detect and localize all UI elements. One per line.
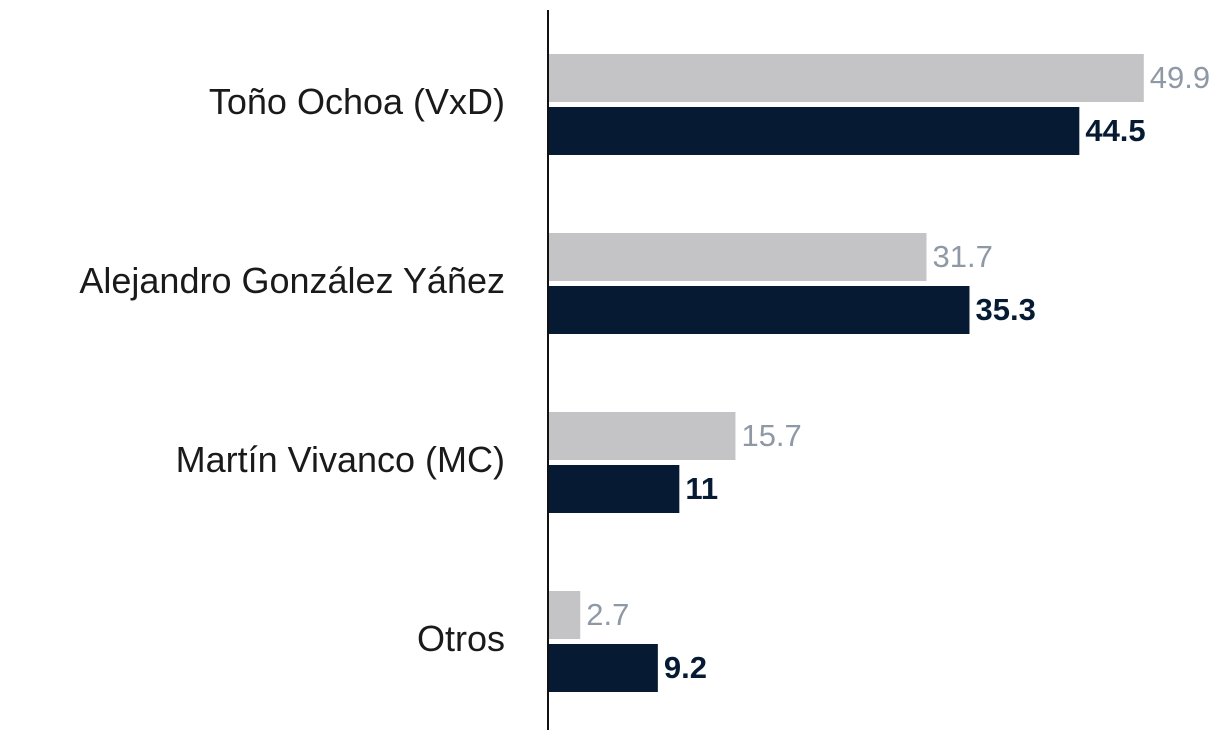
bar [548, 107, 1080, 155]
category-label: Alejandro González Yáñez [79, 260, 505, 301]
bar [548, 591, 581, 639]
category-label: Toño Ochoa (VxD) [209, 81, 505, 122]
value-label: 44.5 [1085, 113, 1145, 148]
bar [548, 412, 736, 460]
value-label: 11 [685, 471, 718, 506]
bar [548, 54, 1144, 102]
bar [548, 465, 680, 513]
category-label: Martín Vivanco (MC) [176, 439, 505, 480]
value-label: 2.7 [586, 597, 629, 632]
value-label: 9.2 [664, 650, 707, 685]
bar [548, 286, 970, 334]
bar [548, 233, 927, 281]
value-label: 35.3 [975, 292, 1035, 327]
value-label: 49.9 [1150, 60, 1210, 95]
value-label: 15.7 [741, 418, 801, 453]
value-label: 31.7 [932, 239, 992, 274]
category-label: Otros [417, 618, 505, 659]
bar [548, 644, 658, 692]
